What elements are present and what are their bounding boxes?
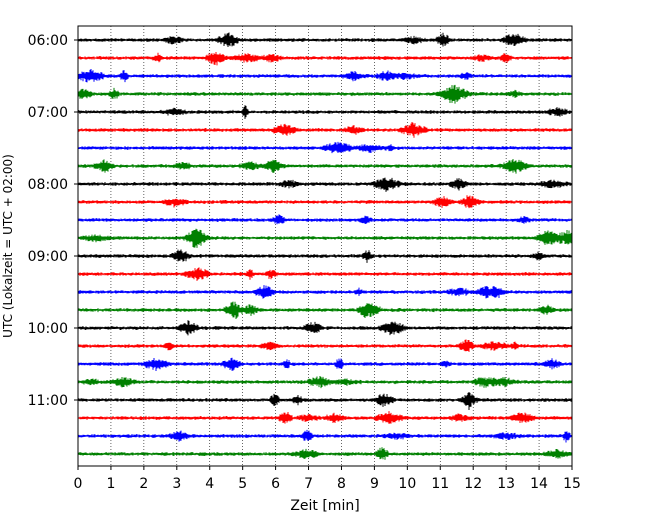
x-tick-label: 10 (398, 476, 416, 492)
seismogram-trace (77, 339, 573, 352)
x-tick-label: 9 (370, 476, 379, 492)
seismogram-trace (77, 69, 573, 83)
seismogram-trace (77, 214, 573, 225)
grid-lines (110, 26, 540, 466)
seismogram-trace (77, 84, 573, 104)
trace-group (77, 32, 573, 460)
seismogram-trace (77, 392, 573, 410)
x-tick-label: 2 (139, 476, 148, 492)
seismogram-trace (77, 228, 573, 248)
x-tick-label: 8 (337, 476, 346, 492)
y-axis-ticks: 06:00 07:00 08:00 09:00 10:00 11:00 (28, 33, 78, 409)
seismogram-trace (77, 301, 573, 320)
x-tick-label: 12 (464, 476, 482, 492)
seismogram-trace (77, 447, 573, 460)
x-tick-label: 0 (74, 476, 83, 492)
seismogram-trace (77, 285, 573, 299)
seismogram-trace (77, 429, 573, 443)
x-tick-label: 3 (172, 476, 181, 492)
y-tick-label: 08:00 (28, 177, 68, 193)
x-tick-label: 6 (271, 476, 280, 492)
y-axis-label: UTC (Lokalzeit = UTC + 02:00) (1, 154, 15, 338)
seismogram-trace (77, 177, 573, 192)
x-tick-label: 15 (563, 476, 581, 492)
y-tick-label: 09:00 (28, 249, 68, 265)
x-tick-label: 1 (106, 476, 115, 492)
seismogram-trace (77, 52, 573, 66)
y-tick-label: 07:00 (28, 105, 68, 121)
seismogram-trace (77, 267, 573, 281)
y-tick-label: 10:00 (28, 321, 68, 337)
seismogram-trace (77, 357, 573, 372)
x-tick-label: 13 (497, 476, 515, 492)
seismogram-trace (77, 122, 573, 138)
x-tick-label: 4 (205, 476, 214, 492)
x-tick-label: 5 (238, 476, 247, 492)
x-tick-label: 7 (304, 476, 313, 492)
seismogram-trace (77, 195, 573, 209)
y-tick-label: 06:00 (28, 33, 68, 49)
seismogram-trace (77, 32, 573, 48)
seismogram-trace (77, 105, 573, 119)
seismogram-trace (77, 411, 573, 424)
x-tick-label: 14 (530, 476, 548, 492)
plot-frame (77, 25, 573, 467)
x-axis-label: Zeit [min] (290, 498, 359, 514)
x-tick-label: 11 (431, 476, 449, 492)
seismogram-trace (77, 320, 573, 336)
seismogram-trace (77, 375, 573, 389)
x-axis-ticks: 0 1 2 3 4 5 6 7 8 9 10 11 12 13 14 15 (74, 466, 581, 492)
y-tick-label: 11:00 (28, 393, 68, 409)
seismogram-trace (77, 249, 573, 263)
seismogram-trace (77, 159, 573, 174)
seismogram-trace (77, 141, 573, 154)
